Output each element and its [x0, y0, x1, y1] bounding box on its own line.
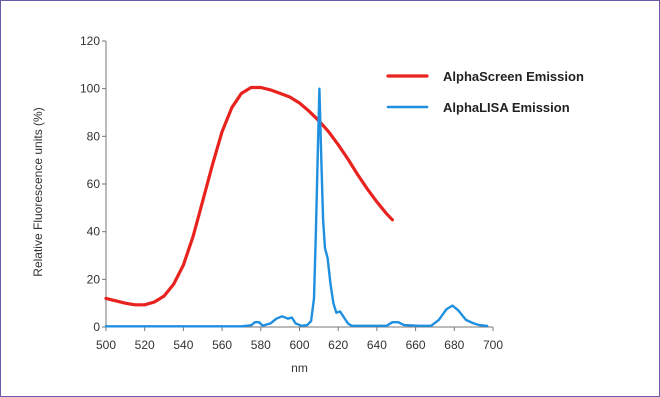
- chart-legend: AlphaScreen Emission AlphaLISA Emission: [386, 69, 584, 115]
- series-line-1: [104, 85, 394, 307]
- series-line-2: [104, 87, 489, 328]
- x-tick-label: 560: [212, 338, 232, 352]
- x-tick-label: 540: [173, 338, 193, 352]
- chart-axes: 0 20 40 60 80 100 120 500 520 540 560 580 600 620 640 6…: [80, 34, 503, 352]
- chart-series: [104, 85, 489, 328]
- x-tick-label: 640: [367, 338, 387, 352]
- y-tick-label: 60: [87, 177, 101, 191]
- y-tick-label: 0: [93, 320, 100, 334]
- y-tick-label: 20: [87, 272, 101, 286]
- x-tick-label: 600: [289, 338, 309, 352]
- y-tick-label: 80: [87, 129, 101, 143]
- x-tick-label: 680: [444, 338, 464, 352]
- x-tick-label: 700: [483, 338, 503, 352]
- y-tick-label: 100: [80, 82, 100, 96]
- x-tick-label: 660: [406, 338, 426, 352]
- x-tick-label: 520: [135, 338, 155, 352]
- x-tick-label: 500: [96, 338, 116, 352]
- y-tick-label: 40: [87, 225, 101, 239]
- legend-label-1: AlphaScreen Emission: [443, 69, 584, 84]
- x-tick-label: 580: [251, 338, 271, 352]
- x-axis-label: nm: [291, 361, 308, 375]
- y-tick-label: 120: [80, 34, 100, 48]
- y-axis-label: Relative Fluorescence units (%): [31, 107, 45, 276]
- legend-label-2: AlphaLISA Emission: [443, 100, 570, 115]
- x-tick-label: 620: [328, 338, 348, 352]
